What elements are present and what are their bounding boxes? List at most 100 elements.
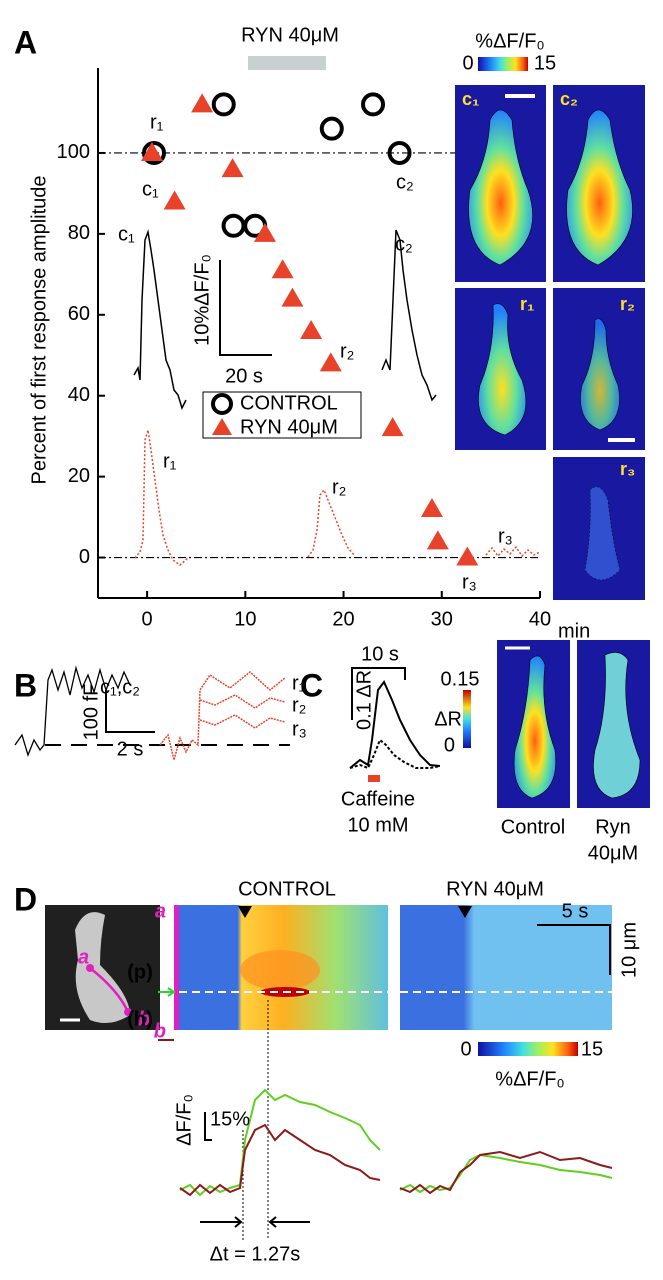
trace xyxy=(14,665,131,757)
colorbar-label: 15 xyxy=(534,52,556,74)
y-tick-label: 80 xyxy=(68,222,90,244)
colorbar-label: 0 xyxy=(460,1038,471,1060)
stimulus-marker xyxy=(368,775,380,782)
point xyxy=(319,116,344,141)
scale-label: 20 s xyxy=(225,365,263,387)
legend-label: RYN 40μM xyxy=(240,416,338,438)
x-tick-label: 40 xyxy=(529,608,551,630)
trace-label: r₂ xyxy=(340,340,354,362)
trace-label: r₁ xyxy=(292,672,306,694)
panel-label: C xyxy=(300,667,323,703)
colorbar-label: 0 xyxy=(462,52,473,74)
trace xyxy=(179,1088,381,1197)
trace-label: c₁ xyxy=(118,223,135,245)
image-label: Control xyxy=(501,816,565,838)
point xyxy=(387,140,412,165)
y-axis-label: Percent of first response amplitude xyxy=(28,175,50,484)
scale-title: ΔF/F₀ xyxy=(173,1094,195,1146)
trace-label: r₂ xyxy=(332,476,346,498)
y-tick-label: 40 xyxy=(68,384,90,406)
condition-label: RYN 40μM xyxy=(446,878,544,900)
x-tick-label: 0 xyxy=(142,608,153,630)
stimulus-label: Caffeine xyxy=(341,788,415,810)
legend-swatch xyxy=(211,393,233,415)
colorbar-title: %ΔF/F₀ xyxy=(495,1068,564,1090)
colorbar-label: 15 xyxy=(581,1038,603,1060)
trace xyxy=(307,488,356,558)
trace xyxy=(349,680,441,769)
cell xyxy=(580,318,620,431)
point xyxy=(191,93,214,113)
line-end-label: a xyxy=(78,946,89,968)
colorbar-title: %ΔF/F₀ xyxy=(475,30,544,52)
point xyxy=(253,222,276,242)
x-axis-label: min xyxy=(558,620,590,642)
image-label: 40μM xyxy=(588,842,638,864)
scale-label: 10 μm xyxy=(618,922,640,978)
scale-label: 100 fF xyxy=(80,684,102,741)
point xyxy=(361,92,386,117)
scale-bar xyxy=(537,924,611,975)
x-tick-label: 20 xyxy=(332,608,354,630)
colorbar xyxy=(478,57,528,71)
cell xyxy=(566,109,633,266)
drug-label: RYN 40μM xyxy=(241,24,339,46)
line-end xyxy=(86,964,94,972)
cell xyxy=(593,652,641,799)
colorbar-title: ΔR xyxy=(434,708,462,730)
legend-label: CONTROL xyxy=(240,392,338,414)
point xyxy=(141,141,164,161)
image-label: r₂ xyxy=(620,294,635,314)
cell xyxy=(478,303,527,436)
legend-marker xyxy=(211,393,233,415)
image-label: c₁ xyxy=(462,89,479,109)
line-scan xyxy=(89,967,130,1013)
cell xyxy=(468,109,533,266)
trace-label: r₃ xyxy=(462,571,477,593)
image-label: r₁ xyxy=(520,294,534,314)
scale-label: 5 s xyxy=(562,900,589,922)
point xyxy=(163,190,186,210)
trace xyxy=(485,545,541,558)
region-label: (h) xyxy=(127,1008,153,1030)
trace xyxy=(134,429,189,566)
y-tick-label: 100 xyxy=(57,141,90,163)
point xyxy=(141,140,166,165)
point xyxy=(281,287,304,307)
colorbar-label: 0 xyxy=(444,734,455,756)
trace-label: r₃ xyxy=(292,718,307,740)
x-tick-label: 30 xyxy=(431,608,453,630)
trace xyxy=(349,738,441,770)
point xyxy=(426,530,449,550)
line-end xyxy=(124,1008,132,1016)
line-end-label: a xyxy=(155,900,166,922)
scale-label: 10 s xyxy=(361,643,399,665)
point-label: c₁ xyxy=(142,178,159,200)
trace xyxy=(133,229,187,411)
point xyxy=(300,319,323,339)
hotspot xyxy=(240,950,320,990)
line-end-label: b xyxy=(154,1020,166,1042)
trace xyxy=(199,694,286,709)
delay-label: Δt = 1.27s xyxy=(210,1243,301,1265)
trace xyxy=(199,714,286,729)
line-end-label: b xyxy=(138,1008,150,1030)
stimulus-marker xyxy=(458,906,472,918)
region-label: (p) xyxy=(127,961,153,983)
trace-label: c₁,c₂ xyxy=(100,676,140,698)
image-label: Ryn xyxy=(595,816,631,838)
image-label: r₃ xyxy=(620,459,635,479)
trace xyxy=(159,671,286,761)
scale-label: 0.1 ΔR xyxy=(353,670,375,730)
scale-bar xyxy=(351,667,406,720)
trace xyxy=(399,1153,613,1194)
scale-bar xyxy=(204,1112,212,1141)
image-label: c₂ xyxy=(560,89,578,109)
trace xyxy=(399,1150,613,1195)
colorbar xyxy=(478,1042,578,1056)
trace-label: c₂ xyxy=(395,233,413,255)
point xyxy=(381,417,404,437)
point-label: r₁ xyxy=(150,111,164,133)
